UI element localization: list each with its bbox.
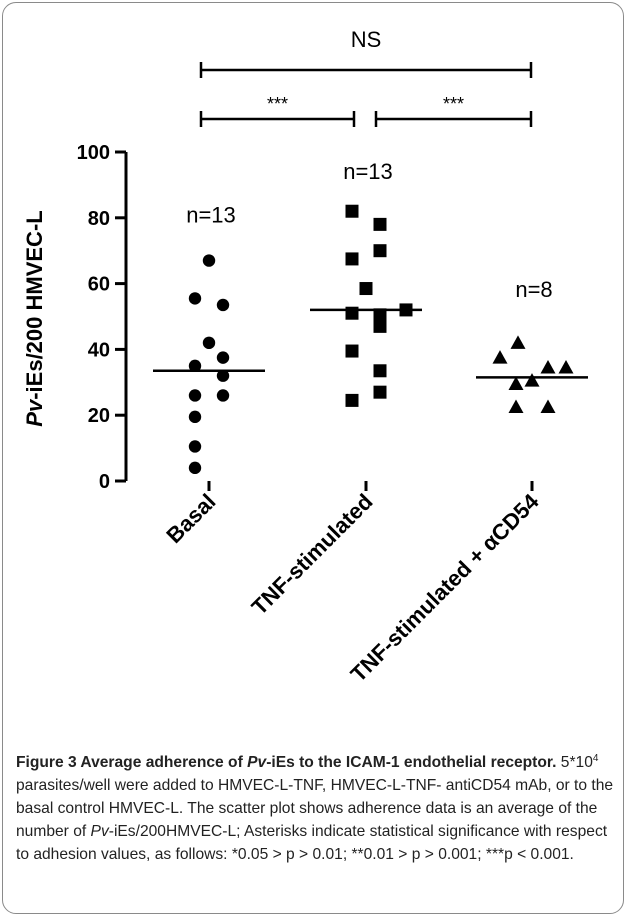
data-point [524, 373, 540, 387]
data-point [345, 306, 359, 320]
x-category-label: TNF-stimulated [247, 489, 378, 620]
significance-label: *** [443, 94, 464, 114]
data-point [202, 336, 216, 350]
significance-label: *** [267, 94, 288, 114]
n-label: n=8 [515, 277, 552, 302]
y-tick-label: 60 [88, 274, 110, 296]
data-point [540, 359, 556, 374]
data-point [492, 350, 508, 364]
data-point [558, 359, 574, 374]
data-point [216, 298, 230, 312]
data-point [345, 204, 359, 218]
data-point [216, 389, 230, 402]
y-axis-label: Pv-iEs/200 HMVEC-L [22, 210, 47, 426]
significance-label: NS [351, 27, 382, 52]
data-point [216, 369, 230, 382]
data-point [188, 440, 202, 453]
data-point [345, 344, 359, 358]
data-point [188, 292, 202, 305]
data-point [373, 364, 387, 378]
n-label: n=13 [343, 159, 393, 184]
n-label: n=13 [186, 203, 236, 228]
caption-title: Figure 3 Average adherence of Pv-iEs to … [16, 754, 557, 772]
figure-caption: Figure 3 Average adherence of Pv-iEs to … [16, 747, 616, 866]
x-category-label: TNF-stimulated + αCD54 [346, 488, 544, 686]
data-point [373, 385, 387, 399]
data-point [510, 335, 526, 349]
data-point [188, 461, 202, 475]
data-point [202, 254, 216, 267]
data-point [508, 376, 524, 390]
data-point [373, 308, 387, 322]
caption-body: 5*104 parasites/well were added to HMVEC… [16, 753, 614, 864]
data-point [188, 410, 202, 424]
data-point [373, 217, 387, 231]
data-point [188, 389, 202, 402]
data-point [508, 399, 524, 413]
data-point [373, 319, 387, 333]
y-tick-label: 80 [88, 208, 110, 230]
data-point [373, 244, 387, 258]
data-point [345, 252, 359, 266]
y-tick-label: 0 [99, 471, 110, 493]
data-point [540, 399, 556, 413]
data-point [216, 351, 230, 364]
y-tick-label: 40 [88, 339, 110, 361]
y-tick-label: 20 [88, 405, 110, 427]
y-tick-label: 100 [77, 142, 110, 164]
scatter-chart: 0 20 40 60 80 100 Pv-iEs/200 HMVEC-L Basal TNF-s… [22, 27, 588, 687]
data-point [359, 282, 373, 296]
data-point [345, 393, 359, 407]
x-category-label: Basal [161, 489, 220, 548]
data-point [188, 359, 202, 373]
